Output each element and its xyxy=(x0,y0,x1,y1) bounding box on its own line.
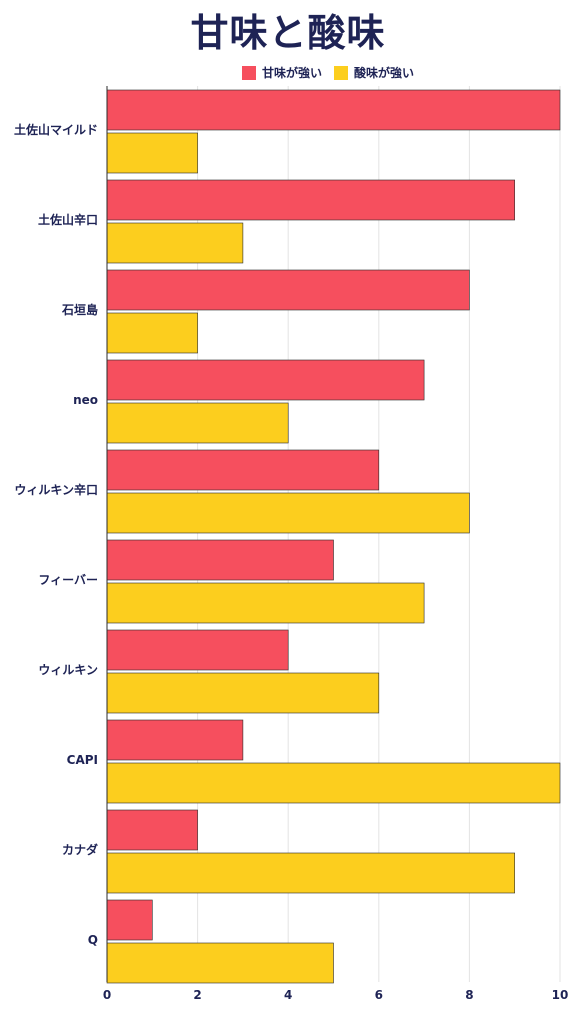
bar-sweet-4 xyxy=(106,449,380,491)
bar-sweet-9 xyxy=(106,899,153,941)
bar-sweet-7 xyxy=(106,719,244,761)
x-tick-label-2: 4 xyxy=(284,988,292,1002)
category-label-7: CAPI xyxy=(67,753,98,767)
bar-sweet-6 xyxy=(106,629,289,671)
legend-swatch-sour xyxy=(334,65,349,80)
category-label-4: ウィルキン辛口 xyxy=(14,482,98,497)
legend-item-sour: 酸味が強い xyxy=(334,64,414,81)
x-tick-label-0: 0 xyxy=(103,988,111,1002)
x-tick-label-4: 8 xyxy=(465,988,473,1002)
bar-sour-8 xyxy=(106,852,516,894)
category-label-3: neo xyxy=(73,393,98,407)
legend-swatch-sweet xyxy=(242,65,256,80)
bar-sour-9 xyxy=(106,942,334,984)
bar-sour-3 xyxy=(106,402,289,444)
category-label-2: 石垣島 xyxy=(61,302,98,317)
bar-sour-0 xyxy=(106,132,198,174)
category-label-0: 土佐山マイルド xyxy=(14,122,98,137)
category-label-9: Q xyxy=(88,933,98,947)
legend-label-sweet: 甘味が強い xyxy=(262,66,323,80)
bar-sweet-2 xyxy=(106,269,470,311)
category-label-8: カナダ xyxy=(62,842,98,857)
category-label-6: ウィルキン xyxy=(38,663,98,677)
bar-sour-1 xyxy=(106,222,244,264)
x-tick-label-3: 6 xyxy=(375,988,383,1002)
legend-item-sweet: 甘味が強い xyxy=(242,64,322,81)
chart-title: 甘味と酸味 xyxy=(190,11,386,55)
bar-sour-6 xyxy=(106,672,380,714)
category-label-5: フィーバー xyxy=(38,573,98,587)
x-tick-label-5: 10 xyxy=(552,988,569,1002)
bar-sour-4 xyxy=(106,492,470,534)
legend-label-sour: 酸味が強い xyxy=(354,66,415,80)
bar-sweet-0 xyxy=(106,89,561,131)
bar-sweet-8 xyxy=(106,809,198,851)
bar-sour-5 xyxy=(106,582,425,624)
bar-sweet-1 xyxy=(106,179,516,221)
bar-sweet-3 xyxy=(106,359,425,401)
bar-sweet-5 xyxy=(106,539,334,581)
category-label-1: 土佐山辛口 xyxy=(38,212,98,227)
bar-sour-2 xyxy=(106,312,198,354)
bar-sour-7 xyxy=(106,762,561,804)
chart-legend: 甘味が強い 酸味が強い xyxy=(242,64,426,81)
x-tick-label-1: 2 xyxy=(193,988,201,1002)
